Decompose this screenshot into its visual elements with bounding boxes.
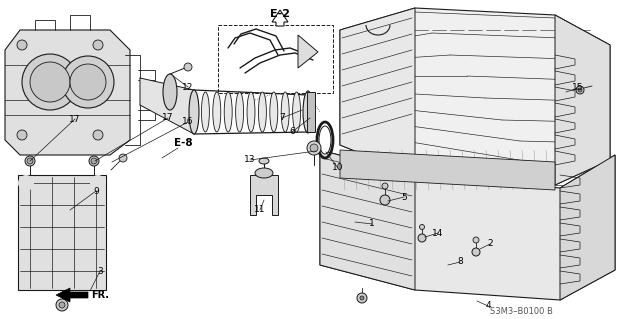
Circle shape xyxy=(472,248,480,256)
Circle shape xyxy=(310,144,318,152)
Circle shape xyxy=(360,296,364,300)
Circle shape xyxy=(18,175,34,191)
Circle shape xyxy=(62,56,114,108)
Polygon shape xyxy=(320,150,415,290)
Circle shape xyxy=(578,88,582,92)
Bar xyxy=(307,92,315,132)
Circle shape xyxy=(382,183,388,189)
Circle shape xyxy=(93,40,103,50)
Text: S3M3–B0100 B: S3M3–B0100 B xyxy=(490,307,553,315)
Text: E-2: E-2 xyxy=(270,9,290,19)
Circle shape xyxy=(119,154,127,162)
Polygon shape xyxy=(340,150,555,190)
Circle shape xyxy=(22,54,78,110)
Text: 17: 17 xyxy=(163,114,173,122)
Text: 6: 6 xyxy=(289,128,295,137)
Circle shape xyxy=(30,62,70,102)
Text: 5: 5 xyxy=(401,192,407,202)
Text: 14: 14 xyxy=(432,228,444,238)
Ellipse shape xyxy=(189,90,199,134)
Polygon shape xyxy=(140,78,194,134)
Polygon shape xyxy=(298,35,318,68)
Ellipse shape xyxy=(259,92,266,132)
Ellipse shape xyxy=(255,168,273,178)
Circle shape xyxy=(380,195,390,205)
Ellipse shape xyxy=(213,92,221,132)
Circle shape xyxy=(93,130,103,140)
Text: FR.: FR. xyxy=(91,290,109,300)
Text: 8: 8 xyxy=(457,257,463,266)
Ellipse shape xyxy=(236,92,244,132)
Polygon shape xyxy=(5,30,130,155)
Circle shape xyxy=(91,158,97,164)
Circle shape xyxy=(473,237,479,243)
Ellipse shape xyxy=(319,126,331,154)
Circle shape xyxy=(17,40,27,50)
Polygon shape xyxy=(340,8,415,175)
Polygon shape xyxy=(560,155,615,300)
Circle shape xyxy=(25,156,35,166)
Ellipse shape xyxy=(163,74,177,110)
Circle shape xyxy=(357,293,367,303)
Circle shape xyxy=(307,141,321,155)
Text: 11: 11 xyxy=(254,205,266,214)
Ellipse shape xyxy=(190,92,198,132)
Text: 17: 17 xyxy=(69,115,81,123)
Ellipse shape xyxy=(259,158,269,164)
Text: 13: 13 xyxy=(244,155,256,165)
Polygon shape xyxy=(56,288,88,302)
Text: 1: 1 xyxy=(369,219,375,228)
Ellipse shape xyxy=(281,92,289,132)
Circle shape xyxy=(90,175,106,191)
Circle shape xyxy=(59,302,65,308)
Circle shape xyxy=(419,225,424,229)
Circle shape xyxy=(89,156,99,166)
Ellipse shape xyxy=(303,91,313,133)
Text: 4: 4 xyxy=(485,301,491,310)
Text: 3: 3 xyxy=(97,266,103,276)
Polygon shape xyxy=(320,150,615,300)
Circle shape xyxy=(27,158,33,164)
Text: E-8: E-8 xyxy=(173,138,192,148)
Circle shape xyxy=(418,234,426,242)
Bar xyxy=(218,25,333,93)
Circle shape xyxy=(17,130,27,140)
Polygon shape xyxy=(250,175,278,215)
Circle shape xyxy=(70,64,106,100)
Ellipse shape xyxy=(202,92,209,132)
Polygon shape xyxy=(555,15,610,185)
Text: 9: 9 xyxy=(93,187,99,196)
Ellipse shape xyxy=(247,92,255,132)
Text: 15: 15 xyxy=(572,84,584,93)
Text: 2: 2 xyxy=(487,240,493,249)
Text: 7: 7 xyxy=(279,114,285,122)
Ellipse shape xyxy=(224,92,232,132)
Polygon shape xyxy=(340,8,610,185)
Circle shape xyxy=(56,299,68,311)
Circle shape xyxy=(576,86,584,94)
Text: 16: 16 xyxy=(182,117,194,127)
Ellipse shape xyxy=(304,92,312,132)
Ellipse shape xyxy=(270,92,278,132)
Text: 12: 12 xyxy=(182,83,194,92)
Ellipse shape xyxy=(292,92,301,132)
Polygon shape xyxy=(18,175,106,290)
Polygon shape xyxy=(272,10,288,26)
Text: 10: 10 xyxy=(332,164,344,173)
Circle shape xyxy=(184,63,192,71)
